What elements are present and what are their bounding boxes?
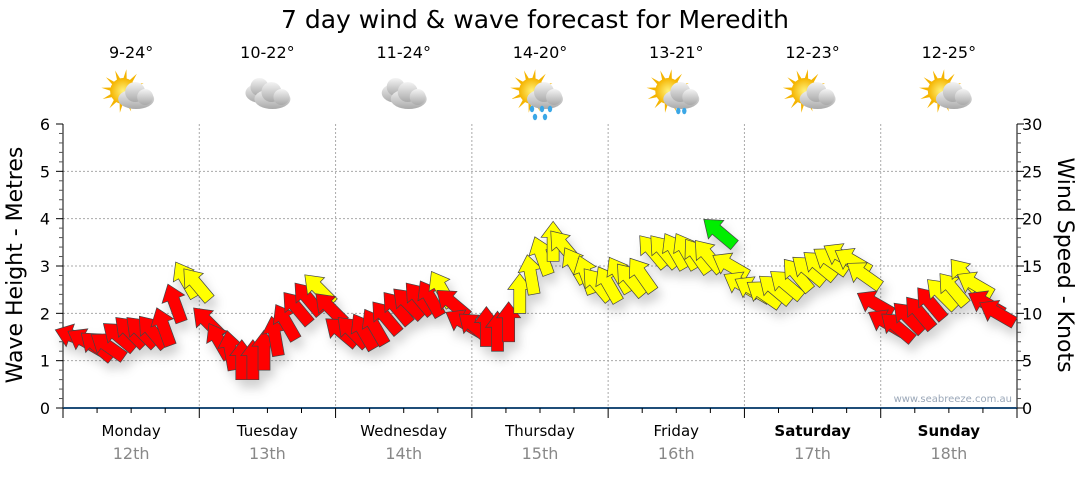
y-tick-label-right: 25 xyxy=(1022,162,1042,181)
cloudy-icon xyxy=(381,78,427,109)
wind-arrow xyxy=(629,257,659,295)
y-tick-label-left: 6 xyxy=(40,115,50,134)
cloud-icon xyxy=(118,82,155,109)
wind-arrow xyxy=(161,283,188,325)
y-tick-label-right: 5 xyxy=(1022,352,1032,371)
wind-arrow xyxy=(183,268,215,304)
y-tick-label-left: 0 xyxy=(40,399,50,418)
wind-arrow xyxy=(703,218,739,251)
partly-cloudy-icon xyxy=(101,69,155,113)
y-tick-label-right: 20 xyxy=(1022,210,1042,229)
day-name: Saturday xyxy=(774,422,851,440)
day-name: Wednesday xyxy=(360,422,447,440)
day-date: 17th xyxy=(794,444,831,463)
temperature-range: 13-21° xyxy=(649,43,704,62)
wind-arrow xyxy=(979,300,1018,329)
watermark: www.seabreeze.com.au xyxy=(894,394,1012,405)
y-axis-left-label: Wave Height - Metres xyxy=(3,147,28,384)
temperature-range: 14-20° xyxy=(513,43,568,62)
y-tick-label-right: 15 xyxy=(1022,257,1042,276)
cloud-icon xyxy=(245,78,291,109)
wind-arrows xyxy=(54,218,1018,381)
y-tick-label-right: 0 xyxy=(1022,399,1032,418)
wind-arrow xyxy=(846,262,884,292)
day-date: 12th xyxy=(113,444,150,463)
temperature-range: 12-23° xyxy=(785,43,840,62)
day-name: Friday xyxy=(654,422,700,440)
y-tick-label-right: 30 xyxy=(1022,115,1042,134)
day-column: 9-24° Monday 12th xyxy=(101,43,161,463)
day-date: 16th xyxy=(658,444,695,463)
day-column: 14-20° Thursday 15th xyxy=(504,43,575,463)
light-showers-icon xyxy=(646,69,700,115)
wind-arrow xyxy=(150,307,177,348)
y-tick-label-right: 10 xyxy=(1022,304,1042,323)
day-date: 14th xyxy=(385,444,422,463)
day-name: Tuesday xyxy=(236,422,298,440)
temperature-range: 11-24° xyxy=(376,43,431,62)
day-name: Monday xyxy=(102,422,161,440)
raindrop-icon xyxy=(529,105,535,113)
wind-arrow xyxy=(939,273,971,309)
day-column: 12-25° Sunday 18th xyxy=(918,43,981,463)
temperature-range: 9-24° xyxy=(109,43,153,62)
cloudy-icon xyxy=(245,78,291,109)
cloud-icon xyxy=(381,78,427,109)
day-column: 13-21° Friday 16th xyxy=(646,43,704,463)
chart-title: 7 day wind & wave forecast for Meredith xyxy=(281,5,789,34)
temperature-range: 12-25° xyxy=(922,43,977,62)
partly-cloudy-icon xyxy=(782,69,836,113)
day-column: 10-22° Tuesday 13th xyxy=(236,43,298,463)
y-tick-label-left: 1 xyxy=(40,352,50,371)
y-tick-label-left: 4 xyxy=(40,210,50,229)
day-date: 13th xyxy=(249,444,286,463)
cloud-icon xyxy=(527,82,563,109)
cloud-icon xyxy=(935,82,972,109)
y-tick-label-left: 5 xyxy=(40,162,50,181)
day-date: 18th xyxy=(930,444,967,463)
day-date: 15th xyxy=(522,444,559,463)
day-name: Sunday xyxy=(918,422,981,440)
cloud-icon xyxy=(663,82,700,109)
temperature-range: 10-22° xyxy=(240,43,295,62)
axes: 0 1 2 3 4 5 6 0 5 10 15 20 25 30 xyxy=(40,115,1042,418)
raindrop-icon xyxy=(682,107,687,115)
y-tick-label-left: 3 xyxy=(40,257,50,276)
raindrop-icon xyxy=(542,113,548,121)
day-column: 11-24° Wednesday 14th xyxy=(360,43,447,463)
day-name: Thursday xyxy=(504,422,575,440)
raindrop-icon xyxy=(539,105,545,113)
showers-icon xyxy=(510,69,563,121)
y-axis-right-label: Wind Speed - Knots xyxy=(1052,157,1077,372)
raindrop-icon xyxy=(547,105,553,113)
raindrop-icon xyxy=(676,107,681,115)
day-labels: 9-24° Monday 12th 10-22° Tuesday 13th 11-24° We… xyxy=(101,43,980,463)
partly-cloudy-icon xyxy=(919,69,972,113)
cloud-icon xyxy=(799,82,836,109)
raindrop-icon xyxy=(532,113,538,121)
day-column: 12-23° Saturday 17th xyxy=(774,43,851,463)
y-tick-label-left: 2 xyxy=(40,304,50,323)
